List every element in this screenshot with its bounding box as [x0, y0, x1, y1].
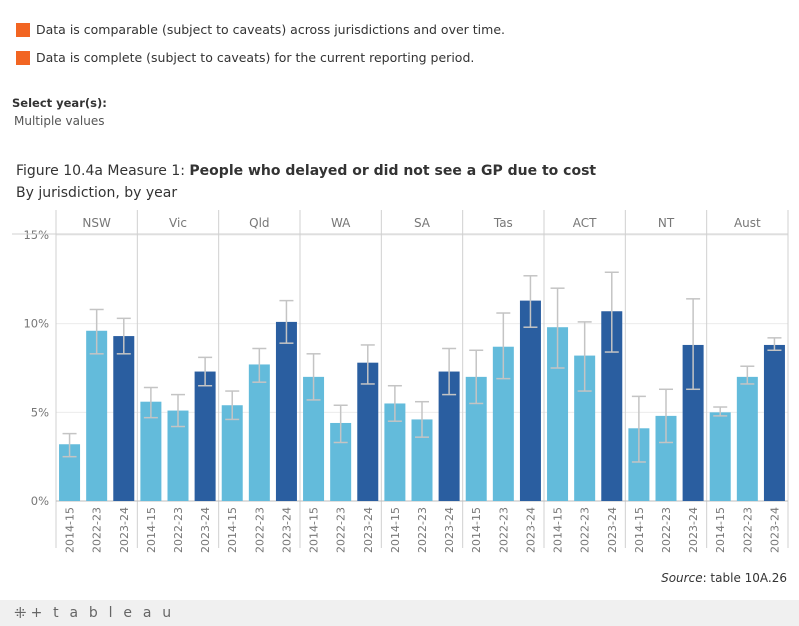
x-tick-label: 2023-24: [768, 507, 781, 553]
x-tick-label: 2014-15: [64, 507, 77, 553]
x-tick-label: 2014-15: [308, 507, 321, 553]
panel-header-label: ACT: [573, 216, 597, 230]
year-filter-value[interactable]: Multiple values: [14, 114, 105, 128]
bar-Qld-2014-15: [221, 405, 243, 501]
x-tick-label: 2014-15: [145, 507, 158, 553]
tableau-logo-icon: ⁜: [14, 604, 27, 622]
x-tick-label: 2014-15: [226, 507, 239, 553]
x-tick-label: 2022-23: [172, 507, 185, 553]
x-tick-label: 2023-24: [687, 507, 700, 553]
legend-text-comparable: Data is comparable (subject to caveats) …: [36, 22, 505, 37]
figure-title-prefix: Figure 10.4a Measure 1:: [16, 163, 190, 179]
panel-header-label: SA: [414, 216, 431, 230]
x-tick-label: 2014-15: [633, 507, 646, 553]
y-tick-label: 10%: [23, 317, 49, 331]
tableau-footer: ⁜ + t a b l e a u: [0, 600, 799, 626]
panel-header-label: Aust: [734, 216, 761, 230]
bar-ACT-2023-24: [601, 311, 623, 501]
x-tick-label: 2022-23: [579, 507, 592, 553]
bar-Tas-2023-24: [519, 300, 541, 501]
comparable-swatch-icon: [16, 22, 30, 37]
bar-Vic-2014-15: [140, 401, 162, 501]
bar-Qld-2022-23: [248, 364, 270, 501]
source-label: Source: [661, 571, 703, 585]
x-tick-label: 2023-24: [606, 507, 619, 553]
bar-Vic-2022-23: [167, 410, 189, 501]
x-tick-label: 2023-24: [118, 507, 131, 553]
tableau-logo[interactable]: ⁜ + t a b l e a u: [14, 604, 174, 622]
x-tick-label: 2014-15: [552, 507, 565, 553]
figure-subtitle: By jurisdiction, by year: [16, 185, 178, 201]
x-tick-label: 2022-23: [660, 507, 673, 553]
bar-Vic-2023-24: [194, 371, 216, 501]
legend-text-complete: Data is complete (subject to caveats) fo…: [36, 50, 475, 65]
x-tick-label: 2023-24: [524, 507, 537, 553]
x-tick-label: 2022-23: [497, 507, 510, 553]
tableau-wordmark: + t a b l e a u: [30, 605, 175, 621]
y-tick-label: 0%: [31, 494, 49, 508]
panel-header-label: Tas: [493, 216, 513, 230]
panel-header-label: NT: [658, 216, 675, 230]
x-tick-label: 2022-23: [741, 507, 754, 553]
y-tick-label: 15%: [23, 228, 49, 242]
x-tick-label: 2023-24: [362, 507, 375, 553]
panel-header-label: Qld: [249, 216, 269, 230]
bar-NT-2014-15: [628, 428, 650, 501]
x-tick-label: 2014-15: [389, 507, 402, 553]
figure-title: Figure 10.4a Measure 1: People who delay…: [16, 163, 596, 179]
bar-Tas-2022-23: [492, 346, 514, 501]
panel-header-label: WA: [331, 216, 351, 230]
panel-header-band: [56, 212, 788, 233]
year-filter-label: Select year(s):: [12, 96, 107, 110]
bar-NSW-2014-15: [59, 444, 81, 501]
x-tick-label: 2022-23: [253, 507, 266, 553]
legend-item-comparable: Data is comparable (subject to caveats) …: [16, 22, 505, 37]
bar-Aust-2023-24: [763, 344, 785, 501]
legend-item-complete: Data is complete (subject to caveats) fo…: [16, 50, 474, 65]
bar-Tas-2014-15: [465, 376, 487, 501]
bar-ACT-2014-15: [547, 327, 569, 501]
bar-Qld-2023-24: [275, 321, 297, 501]
bar-WA-2014-15: [303, 376, 325, 501]
x-tick-label: 2014-15: [714, 507, 727, 553]
x-tick-label: 2022-23: [416, 507, 429, 553]
source-text: : table 10A.26: [702, 571, 787, 585]
bar-SA-2023-24: [438, 371, 460, 501]
bar-WA-2023-24: [357, 362, 379, 501]
x-tick-label: 2023-24: [443, 507, 456, 553]
figure-title-measure: People who delayed or did not see a GP d…: [189, 163, 597, 179]
source-note: Source: table 10A.26: [661, 571, 787, 585]
panel-header-label: NSW: [82, 216, 111, 230]
x-tick-label: 2022-23: [91, 507, 104, 553]
bar-NSW-2022-23: [86, 330, 108, 501]
y-tick-label: 5%: [31, 405, 49, 419]
bar-NT-2022-23: [655, 415, 677, 501]
x-tick-label: 2022-23: [335, 507, 348, 553]
x-tick-label: 2014-15: [470, 507, 483, 553]
bar-NSW-2023-24: [113, 336, 135, 501]
bar-NT-2023-24: [682, 344, 704, 501]
panel-header-label: Vic: [169, 216, 187, 230]
x-tick-label: 2023-24: [199, 507, 212, 553]
gp-cost-bar-chart: 15% 10% 5% 0% NSW Vic Qld WA SA Tas ACT NT Aust 2014-…: [12, 210, 789, 553]
x-tick-label: 2023-24: [280, 507, 293, 553]
bar-SA-2022-23: [411, 419, 433, 501]
bar-Aust-2022-23: [736, 376, 758, 501]
bar-SA-2014-15: [384, 403, 406, 501]
bar-Aust-2014-15: [709, 412, 731, 501]
complete-swatch-icon: [16, 50, 30, 65]
bar-ACT-2022-23: [574, 355, 596, 501]
